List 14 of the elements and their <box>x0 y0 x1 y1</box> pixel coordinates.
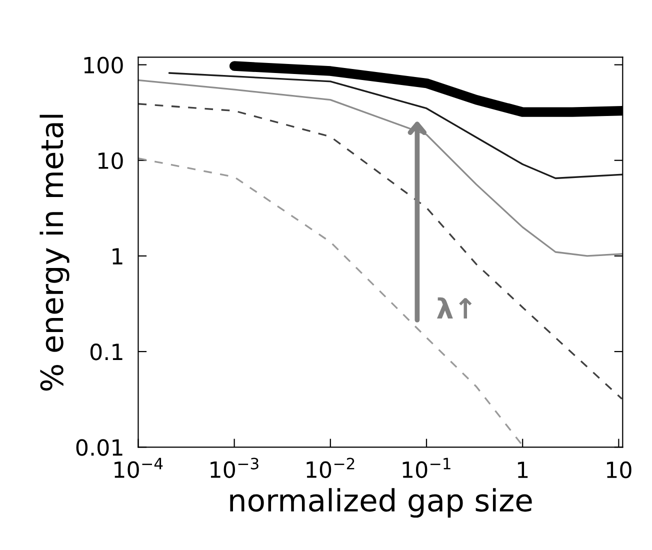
x-axis-title: normalized gap size <box>230 488 532 518</box>
y-tick-label: 100 <box>84 56 123 74</box>
annotation: λ↑ <box>436 297 472 318</box>
y-axis-title: % energy in metal <box>40 114 70 391</box>
y-tick-label: 10 <box>98 152 123 170</box>
x-tick-label: 10$^{−2}$ <box>306 458 354 478</box>
y-tick-label: 1 <box>112 248 122 264</box>
x-tick-label: 10 <box>606 461 632 478</box>
x-tick-label: 10$^{−1}$ <box>402 458 450 478</box>
x-tick-label: 1 <box>518 462 528 478</box>
y-tick-label: 0.1 <box>90 344 122 360</box>
x-tick-label: 10$^{−3}$ <box>210 458 258 478</box>
y-tick-label: 0.01 <box>76 439 122 456</box>
x-tick-label: 10$^{−4}$ <box>114 458 163 478</box>
